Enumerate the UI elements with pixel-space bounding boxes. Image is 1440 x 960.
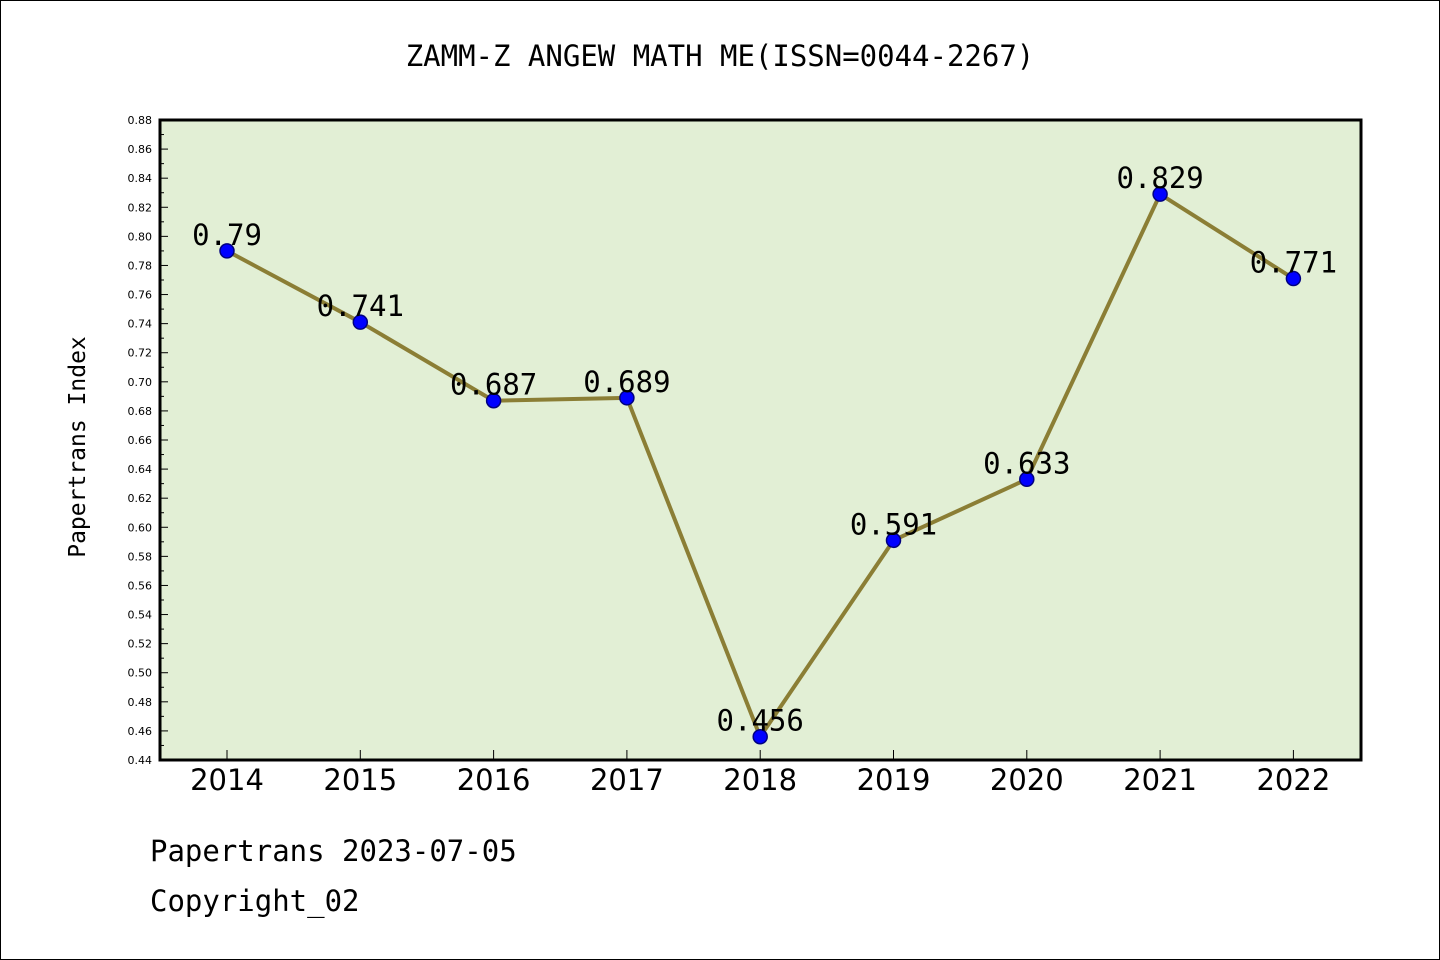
data-label: 0.456 bbox=[717, 704, 804, 738]
plot-area bbox=[158, 118, 1363, 762]
y-tick-label: 0.52 bbox=[128, 638, 153, 651]
data-label: 0.633 bbox=[983, 446, 1070, 480]
y-tick-label: 0.58 bbox=[128, 550, 153, 563]
data-point-marker bbox=[352, 314, 369, 330]
x-tick-label: 2020 bbox=[990, 763, 1064, 797]
footer-copyright: Copyright_02 bbox=[150, 884, 360, 918]
data-point-marker bbox=[619, 390, 635, 406]
x-tick-label: 2016 bbox=[457, 763, 531, 797]
y-tick-label: 0.78 bbox=[128, 259, 153, 272]
data-point-marker bbox=[1152, 186, 1168, 202]
chart-title: ZAMM-Z ANGEW MATH ME(ISSN=0044-2267) bbox=[406, 39, 1035, 73]
series-papertrans-index: 0.79 0.741 0.687 0.689 0.456 0.591 0.633 0.829 0… bbox=[192, 161, 1337, 745]
y-tick-label: 0.82 bbox=[128, 201, 153, 214]
y-tick-label: 0.50 bbox=[128, 667, 153, 680]
y-tick-label: 0.66 bbox=[128, 434, 153, 447]
y-tick-label: 0.88 bbox=[128, 114, 153, 127]
x-tick-label: 2022 bbox=[1256, 763, 1330, 797]
data-point-marker bbox=[885, 532, 902, 549]
footer-date: Papertrans 2023-07-05 bbox=[150, 834, 517, 868]
y-tick-label: 0.62 bbox=[128, 492, 153, 505]
data-label: 0.591 bbox=[850, 507, 937, 541]
y-tick-label: 0.70 bbox=[128, 376, 153, 389]
y-tick-label: 0.84 bbox=[128, 172, 153, 185]
y-tick-label: 0.48 bbox=[128, 696, 153, 709]
data-label: 0.771 bbox=[1250, 246, 1337, 280]
x-axis-ticks: 2014 2015 2016 2017 2018 2019 2020 2021 2022 bbox=[190, 750, 1330, 797]
data-label: 0.829 bbox=[1116, 161, 1203, 195]
y-tick-label: 0.86 bbox=[128, 143, 153, 156]
y-axis-label: Papertrans Index bbox=[65, 336, 91, 558]
y-axis-ticks: 0.44 0.46 0.48 0.50 0.52 0.54 0.56 0.58 0.60 0.62… bbox=[128, 114, 168, 767]
y-tick-label: 0.74 bbox=[128, 318, 153, 331]
y-tick-label: 0.56 bbox=[128, 579, 153, 592]
data-point-marker bbox=[752, 728, 768, 745]
x-tick-label: 2017 bbox=[590, 763, 664, 797]
x-tick-label: 2018 bbox=[723, 763, 797, 797]
y-tick-label: 0.80 bbox=[128, 230, 153, 243]
y-tick-label: 0.46 bbox=[128, 725, 153, 738]
y-tick-label: 0.76 bbox=[128, 289, 153, 302]
x-tick-label: 2019 bbox=[857, 763, 931, 797]
data-point-marker bbox=[219, 243, 235, 259]
y-tick-label: 0.68 bbox=[128, 405, 153, 418]
data-point-marker bbox=[1019, 471, 1035, 488]
x-tick-label: 2021 bbox=[1123, 763, 1197, 797]
y-tick-label: 0.72 bbox=[128, 347, 153, 360]
x-tick-label: 2015 bbox=[323, 763, 397, 797]
y-tick-label: 0.54 bbox=[128, 609, 153, 622]
data-label: 0.79 bbox=[192, 218, 262, 252]
data-point-marker bbox=[1285, 270, 1302, 287]
y-tick-label: 0.64 bbox=[128, 463, 153, 476]
data-point-marker bbox=[485, 392, 502, 409]
x-tick-label: 2014 bbox=[190, 763, 264, 797]
data-label: 0.687 bbox=[450, 368, 537, 402]
y-tick-label: 0.44 bbox=[128, 754, 153, 767]
y-tick-label: 0.60 bbox=[128, 521, 153, 534]
data-label: 0.741 bbox=[317, 289, 404, 323]
data-label: 0.689 bbox=[583, 365, 670, 399]
